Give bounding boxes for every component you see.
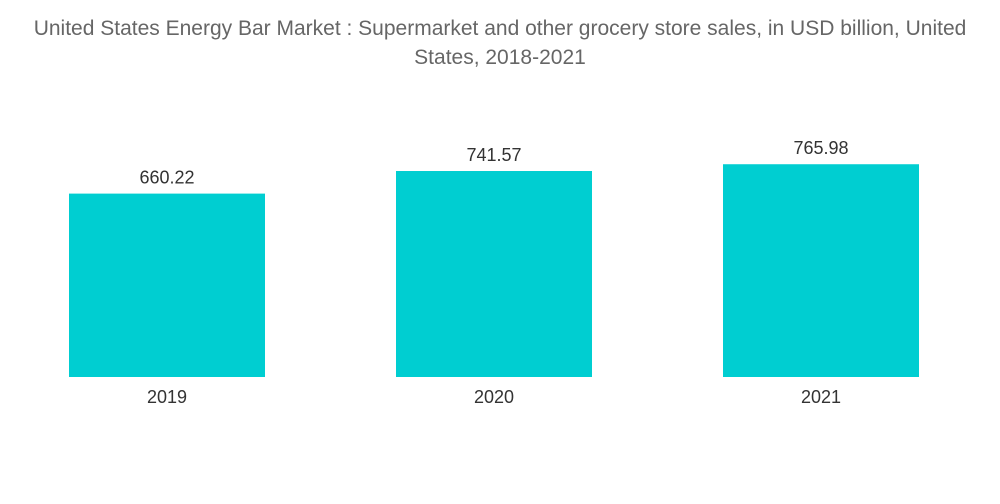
value-label-2021: 765.98 (793, 138, 848, 158)
bar-2021 (723, 164, 919, 377)
value-label-2020: 741.57 (466, 145, 521, 165)
x-tick-label-2019: 2019 (147, 387, 187, 407)
bar-2019 (69, 193, 265, 377)
x-tick-label-2020: 2020 (474, 387, 514, 407)
chart-title: United States Energy Bar Market : Superm… (33, 17, 967, 69)
bar-2020 (396, 171, 592, 377)
value-label-2019: 660.22 (139, 168, 194, 188)
x-tick-label-2021: 2021 (801, 387, 841, 407)
